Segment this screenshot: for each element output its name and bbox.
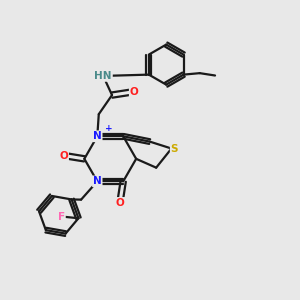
Text: S: S: [171, 143, 178, 154]
Text: N: N: [93, 131, 102, 141]
Text: O: O: [59, 151, 68, 161]
Text: +: +: [105, 124, 112, 133]
Text: O: O: [116, 198, 124, 208]
Text: HN: HN: [94, 71, 112, 81]
Text: O: O: [130, 87, 139, 97]
Text: F: F: [58, 212, 65, 222]
Text: H: H: [96, 71, 104, 81]
Text: N: N: [93, 176, 102, 186]
